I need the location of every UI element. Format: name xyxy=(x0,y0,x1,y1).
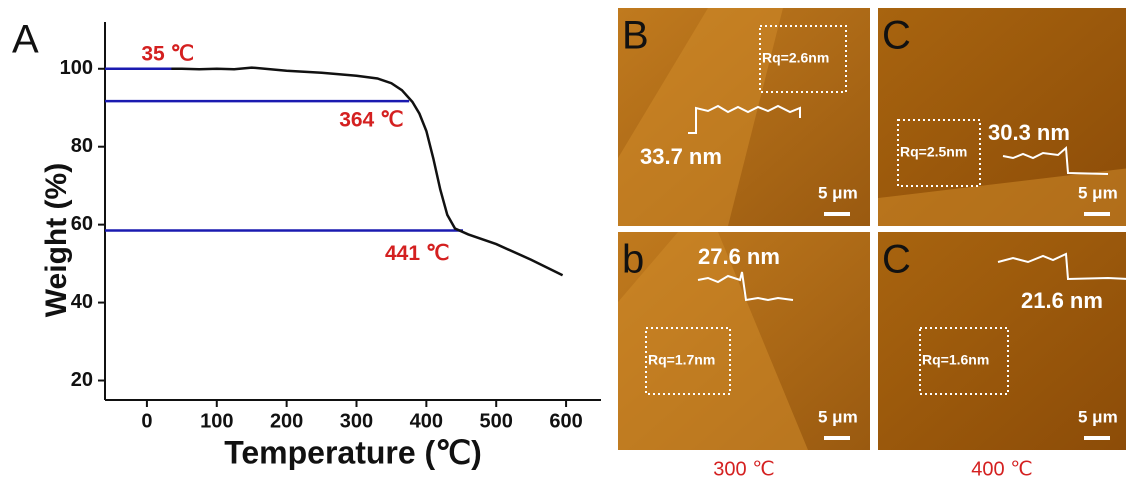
roughness-label: Rq=1.7nm xyxy=(648,352,715,368)
roughness-box xyxy=(897,119,981,187)
afm-terrace xyxy=(878,168,1126,226)
height-label: 27.6 nm xyxy=(698,244,780,269)
y-tick-label: 20 xyxy=(71,369,93,391)
roughness-box xyxy=(645,327,731,395)
annotation: 441 ℃ xyxy=(385,242,449,265)
afm-terrace xyxy=(618,232,808,450)
y-tick-label: 60 xyxy=(71,213,93,235)
weight-curve xyxy=(171,66,564,277)
scale-label: 5 μm xyxy=(1078,183,1118,202)
height-label: 21.6 nm xyxy=(1021,288,1103,313)
caption: 400 ℃ xyxy=(971,458,1032,480)
roughness-label: Rq=1.6nm xyxy=(922,352,989,368)
caption: 300 ℃ xyxy=(713,458,774,480)
panel-label: B xyxy=(622,14,649,58)
roughness-label: Rq=2.6nm xyxy=(762,50,829,66)
y-tick-label: 40 xyxy=(71,291,93,313)
x-tick-label: 600 xyxy=(549,410,582,432)
annotation: 35 ℃ xyxy=(141,42,194,65)
height-profile xyxy=(688,104,801,134)
x-tick-label: 0 xyxy=(141,410,152,432)
height-profile xyxy=(697,271,794,302)
y-tick-label: 80 xyxy=(71,135,93,157)
scale-label: 5 μm xyxy=(1078,407,1118,426)
panel-label: C xyxy=(882,238,911,282)
x-axis-title: Temperature (℃) xyxy=(224,434,482,470)
roughness-box xyxy=(919,327,1009,395)
x-tick-label: 100 xyxy=(200,410,233,432)
panel-label: b xyxy=(622,238,644,282)
afm-image: Rq=2.6nm 33.7 nm B 5 μm xyxy=(618,8,870,226)
afm-image: Rq=2.5nm 30.3 nm C 5 μm xyxy=(878,8,1126,226)
x-tick-label: 200 xyxy=(270,410,303,432)
x-tick-label: 400 xyxy=(410,410,443,432)
height-profile xyxy=(997,252,1126,281)
afm-image: Rq=1.7nm 27.6 nm b 5 μm xyxy=(618,232,870,450)
height-label: 33.7 nm xyxy=(640,144,722,169)
height-profile xyxy=(1002,145,1109,175)
panel-label: C xyxy=(882,14,911,58)
panel-label: A xyxy=(12,18,39,62)
y-axis-title: Weight (%) xyxy=(40,163,73,317)
afm-panels: Rq=2.6nm 33.7 nm B 5 μm Rq=2.5nm 30.3 nm C 5 μm… xyxy=(618,8,1126,480)
scale-label: 5 μm xyxy=(818,407,858,426)
afm-image: Rq=1.6nm 21.6 nm C 5 μm xyxy=(878,232,1126,450)
roughness-label: Rq=2.5nm xyxy=(900,144,967,160)
height-label: 30.3 nm xyxy=(988,120,1070,145)
x-tick-label: 500 xyxy=(480,410,513,432)
roughness-box xyxy=(759,25,847,93)
scale-label: 5 μm xyxy=(818,183,858,202)
annotation: 364 ℃ xyxy=(339,109,403,132)
x-tick-label: 300 xyxy=(340,410,373,432)
y-tick-label: 100 xyxy=(60,57,93,79)
afm-terrace xyxy=(618,8,783,226)
